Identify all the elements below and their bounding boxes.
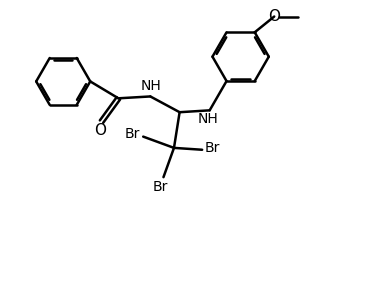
Text: NH: NH (197, 112, 218, 126)
Text: Br: Br (153, 180, 168, 194)
Text: Br: Br (125, 127, 140, 141)
Text: O: O (94, 123, 105, 138)
Text: O: O (268, 9, 280, 24)
Text: NH: NH (141, 79, 161, 93)
Text: Br: Br (205, 141, 220, 155)
